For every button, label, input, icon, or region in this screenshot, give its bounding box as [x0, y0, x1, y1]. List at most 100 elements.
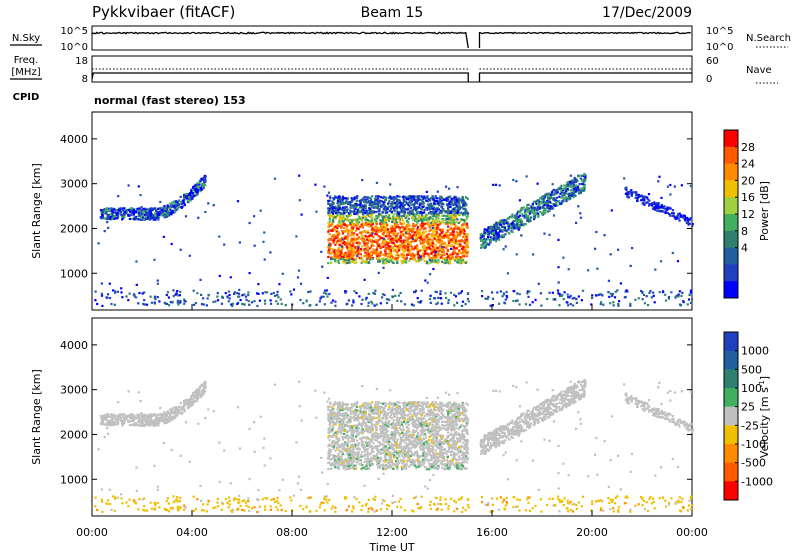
range-cell [411, 215, 414, 218]
range-cell [150, 301, 153, 304]
range-cell [379, 226, 383, 229]
range-cell [192, 303, 196, 306]
range-cell [445, 296, 448, 299]
range-cell [147, 214, 150, 217]
range-cell [107, 217, 110, 220]
range-cell [330, 222, 333, 225]
range-cell [456, 232, 459, 235]
range-cell [377, 201, 380, 204]
range-cell [428, 206, 431, 209]
range-cell [335, 249, 338, 252]
range-cell [350, 240, 353, 243]
range-cell [436, 262, 439, 265]
range-cell [127, 299, 130, 302]
range-cell [637, 297, 640, 300]
range-cell [107, 293, 110, 296]
range-cell [96, 302, 99, 306]
range-cell [218, 274, 221, 277]
range-cell [339, 253, 342, 256]
range-cell [420, 238, 423, 241]
noise-left-tick-top: 10^5 [61, 26, 88, 37]
range-cell [323, 291, 326, 294]
range-cell [164, 209, 167, 213]
range-cell [102, 216, 105, 219]
range-cell [431, 236, 434, 239]
range-cell [391, 288, 394, 291]
range-cell [351, 249, 354, 252]
range-cell [466, 214, 469, 217]
range-cell [419, 231, 422, 235]
range-cell [429, 256, 432, 259]
range-cell [395, 205, 399, 208]
range-cell [332, 220, 335, 223]
range-cell [336, 207, 339, 210]
range-cell [436, 217, 439, 220]
range-cell [441, 218, 444, 221]
range-cell [339, 212, 342, 216]
range-cell [608, 295, 611, 298]
range-cell [179, 290, 182, 293]
range-cell [145, 303, 149, 306]
range-cell [431, 195, 434, 198]
range-cell [397, 247, 400, 250]
range-cell [507, 217, 510, 220]
range-cell [390, 260, 393, 263]
range-cell [423, 224, 426, 227]
range-cell [327, 239, 330, 242]
range-cell [344, 236, 347, 239]
range-cell [463, 211, 466, 214]
range-cell [319, 297, 322, 300]
range-cell [393, 222, 396, 225]
range-cell [555, 196, 559, 199]
range-cell [591, 500, 594, 503]
range-cell [101, 211, 104, 214]
range-cell [402, 228, 405, 231]
range-cell [590, 303, 593, 306]
range-cell [387, 252, 390, 255]
range-cell [386, 219, 389, 222]
range-cell [377, 230, 380, 234]
range-cell [369, 207, 372, 210]
range-cell [566, 188, 569, 191]
range-cell [158, 215, 161, 218]
range-cell [681, 291, 684, 294]
range-cell [528, 496, 531, 499]
range-cell [109, 213, 112, 216]
range-cell [349, 204, 352, 207]
range-cell [414, 217, 417, 221]
range-cell [327, 255, 330, 259]
range-cell [114, 290, 117, 293]
range-cell [410, 236, 413, 239]
range-cell [115, 214, 118, 217]
range-cell [394, 254, 398, 257]
range-cell [366, 198, 369, 201]
range-cell [631, 247, 634, 250]
range-cell [402, 256, 405, 259]
range-cell [525, 213, 528, 216]
range-cell [659, 206, 662, 209]
range-cell [419, 216, 422, 219]
freq-label-line2: [MHz] [11, 67, 40, 78]
range-cell [559, 202, 562, 205]
range-cell [299, 282, 303, 285]
range-cell [318, 300, 321, 303]
range-cell [452, 250, 455, 253]
range-cell [413, 231, 416, 234]
range-cell [113, 303, 116, 306]
range-cell [517, 228, 520, 231]
range-cell [487, 231, 490, 234]
range-cell [439, 195, 442, 198]
range-cell [345, 205, 348, 209]
range-cell [420, 214, 423, 217]
range-cell [454, 238, 457, 241]
range-cell [446, 218, 449, 221]
range-cell [433, 212, 436, 215]
range-cell [439, 503, 442, 506]
range-cell [387, 219, 391, 222]
range-cell [349, 213, 353, 216]
range-cell [437, 258, 440, 262]
range-cell [154, 295, 157, 298]
range-cell [266, 497, 269, 500]
range-cell [393, 208, 396, 211]
range-cell [190, 188, 193, 191]
